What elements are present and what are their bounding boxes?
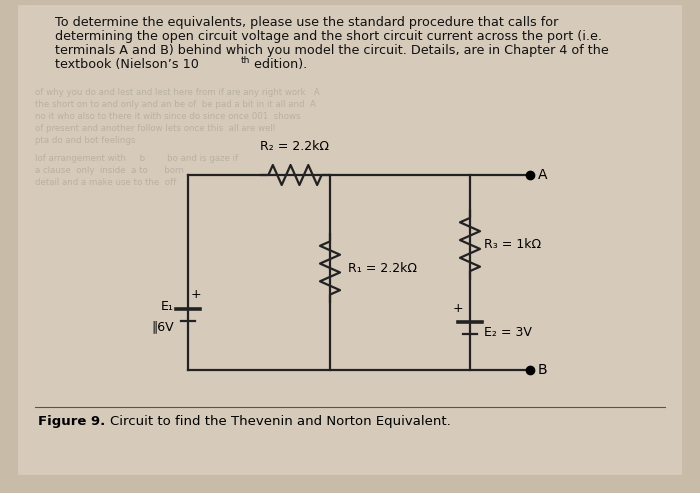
Text: B: B [538, 363, 547, 377]
Text: To determine the equivalents, please use the standard procedure that calls for: To determine the equivalents, please use… [55, 16, 559, 29]
Text: the short on to and only and an be of  be pad a bit in it all and  A: the short on to and only and an be of be… [35, 100, 316, 109]
Text: E₁: E₁ [161, 301, 174, 314]
Text: edition).: edition). [250, 58, 307, 71]
Text: ∥6V: ∥6V [151, 320, 174, 333]
Text: detail and a make use to the  off: detail and a make use to the off [35, 178, 176, 187]
Text: of present and another follow lets once this  all are well: of present and another follow lets once … [35, 124, 275, 133]
Text: pta do and bot feelings: pta do and bot feelings [35, 136, 135, 145]
Text: lof arrangement with     b        bo and is gaze if: lof arrangement with b bo and is gaze if [35, 154, 238, 163]
Text: th: th [241, 56, 251, 65]
Text: terminals A and B) behind which you model the circuit. Details, are in Chapter 4: terminals A and B) behind which you mode… [55, 44, 609, 57]
Text: no it who also to there it with since do since once 001  shows: no it who also to there it with since do… [35, 112, 300, 121]
Text: A: A [538, 168, 547, 182]
Text: R₁ = 2.2kΩ: R₁ = 2.2kΩ [348, 261, 417, 275]
Text: Circuit to find the Thevenin and Norton Equivalent.: Circuit to find the Thevenin and Norton … [110, 415, 451, 428]
Text: E₂ = 3V: E₂ = 3V [484, 326, 532, 340]
Text: +: + [453, 302, 463, 315]
Text: of why you do and lest and lest here from if are any right work   A: of why you do and lest and lest here fro… [35, 88, 320, 97]
Text: R₃ = 1kΩ: R₃ = 1kΩ [484, 238, 541, 251]
Text: R₂ = 2.2kΩ: R₂ = 2.2kΩ [260, 140, 330, 153]
Text: Figure 9.: Figure 9. [38, 415, 105, 428]
Text: textbook (Nielson’s 10: textbook (Nielson’s 10 [55, 58, 199, 71]
Text: a clause  only  inside  a to      born: a clause only inside a to born [35, 166, 184, 175]
Text: +: + [190, 288, 202, 302]
Text: determining the open circuit voltage and the short circuit current across the po: determining the open circuit voltage and… [55, 30, 602, 43]
